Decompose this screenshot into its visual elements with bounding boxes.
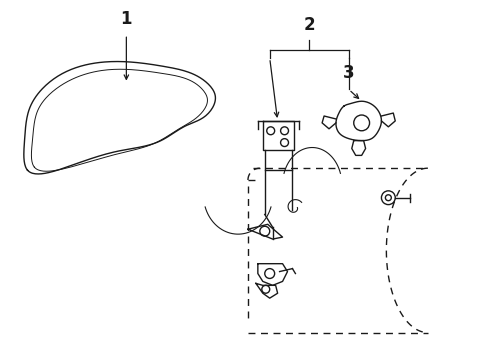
Text: 3: 3 [342, 64, 354, 82]
Text: 2: 2 [303, 16, 314, 34]
Text: 1: 1 [121, 10, 132, 28]
